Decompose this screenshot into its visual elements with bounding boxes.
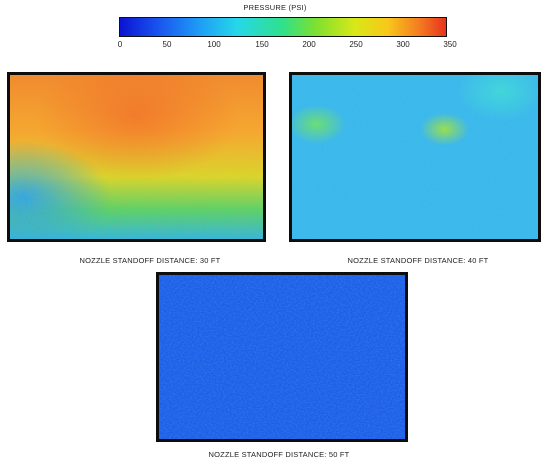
colorbar (119, 17, 447, 37)
panel-caption-40ft: NOZZLE STANDOFF DISTANCE: 40 FT (347, 256, 489, 265)
colorbar-tick: 50 (162, 40, 172, 49)
pressure-map-50ft (156, 272, 408, 442)
colorbar-title: PRESSURE (PSI) (243, 3, 307, 12)
colorbar-tick: 150 (255, 40, 269, 49)
pressure-map-40ft (289, 72, 541, 242)
panel-caption-50ft: NOZZLE STANDOFF DISTANCE: 50 FT (208, 450, 350, 459)
colorbar-tick: 350 (443, 40, 457, 49)
colorbar-tick: 250 (349, 40, 363, 49)
pressure-map-30ft (7, 72, 266, 242)
panel-caption-30ft: NOZZLE STANDOFF DISTANCE: 30 FT (79, 256, 221, 265)
colorbar-tick: 100 (207, 40, 221, 49)
colorbar-tick: 300 (396, 40, 410, 49)
colorbar-tick: 200 (302, 40, 316, 49)
colorbar-tick: 0 (117, 40, 123, 49)
